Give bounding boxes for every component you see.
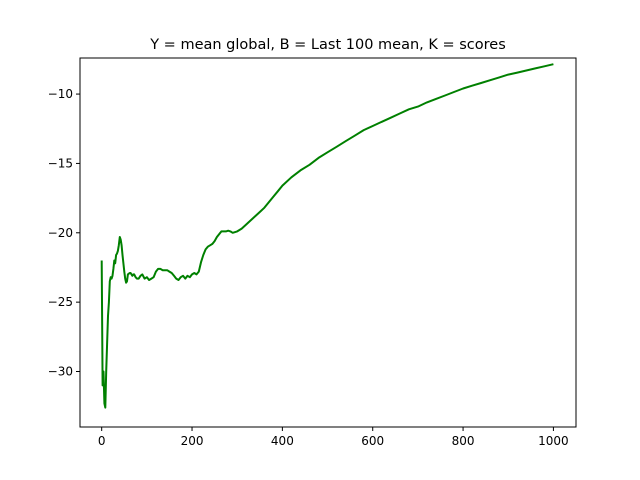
x-tick-label: 800 xyxy=(452,434,475,448)
series-line xyxy=(100,63,554,409)
x-tick-label: 1000 xyxy=(538,434,569,448)
y-tick-label: −20 xyxy=(48,226,73,240)
y-axis: −30 −25 −20 −15 −10 xyxy=(48,87,80,379)
x-tick-label: 200 xyxy=(181,434,204,448)
x-tick-label: 0 xyxy=(98,434,106,448)
x-tick-label: 400 xyxy=(271,434,294,448)
x-tick-label: 600 xyxy=(361,434,384,448)
y-tick-label: −25 xyxy=(48,295,73,309)
x-axis: 0 200 400 600 800 1000 xyxy=(98,427,569,448)
y-tick-label: −30 xyxy=(48,365,73,379)
plot-frame xyxy=(79,57,577,428)
y-tick-label: −10 xyxy=(48,87,73,101)
series-layer xyxy=(100,63,554,409)
chart-title: Y = mean global, B = Last 100 mean, K = … xyxy=(149,37,506,53)
y-tick-label: −15 xyxy=(48,156,73,170)
